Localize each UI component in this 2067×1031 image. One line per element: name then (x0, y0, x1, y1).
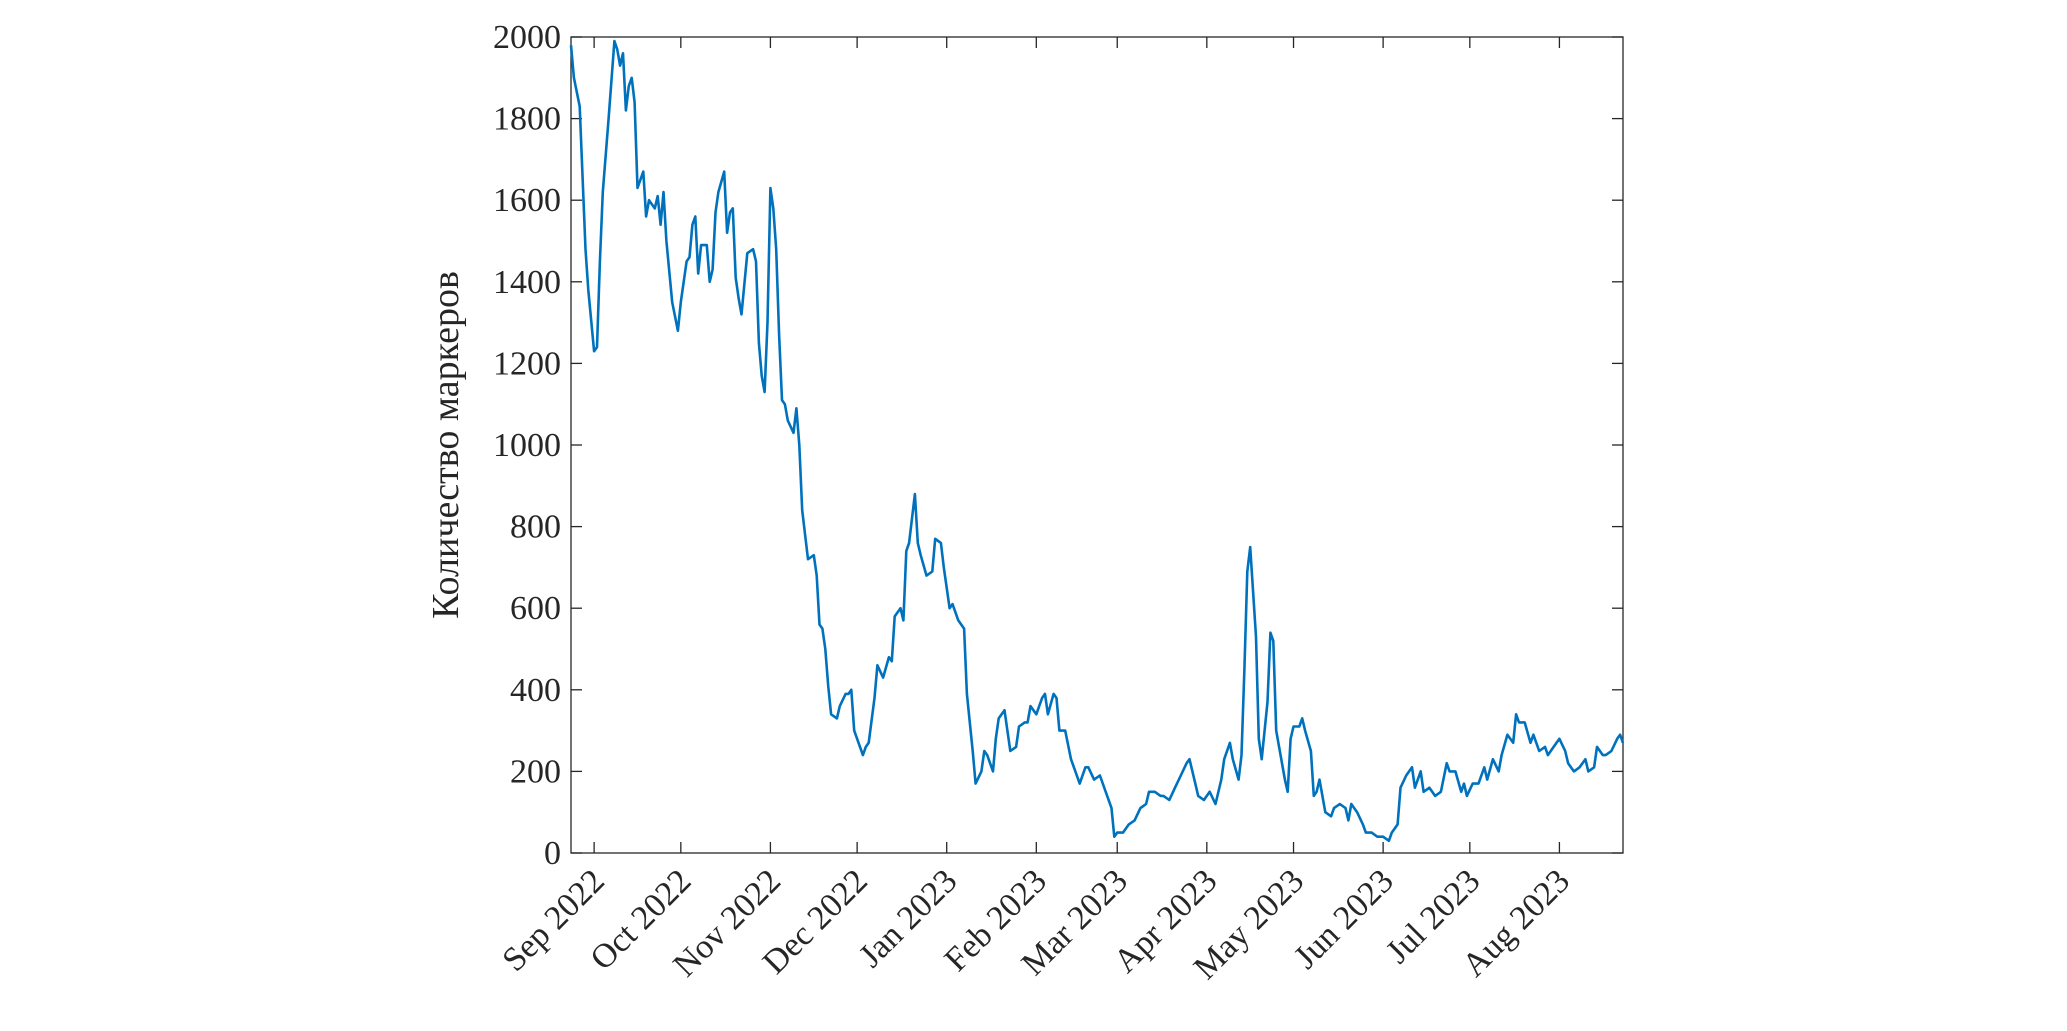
plot-area (570, 36, 1624, 854)
x-tick-label: Jun 2023 (1287, 862, 1401, 976)
y-tick-label: 200 (510, 753, 561, 790)
y-tick-label: 1400 (493, 264, 561, 301)
y-tick-label: 1600 (493, 182, 561, 219)
y-tick-label: 0 (544, 835, 561, 872)
y-axis-label: Количество маркеров (425, 271, 467, 619)
y-tick-label: 1200 (493, 345, 561, 382)
data-line (569, 39, 1625, 843)
y-tick-label: 400 (510, 672, 561, 709)
y-tick-label: 600 (510, 590, 561, 627)
y-tick-label: 1800 (493, 101, 561, 138)
y-tick-label: 2000 (493, 19, 561, 56)
y-tick-label: 1000 (493, 427, 561, 464)
y-tick-label: 800 (510, 509, 561, 546)
